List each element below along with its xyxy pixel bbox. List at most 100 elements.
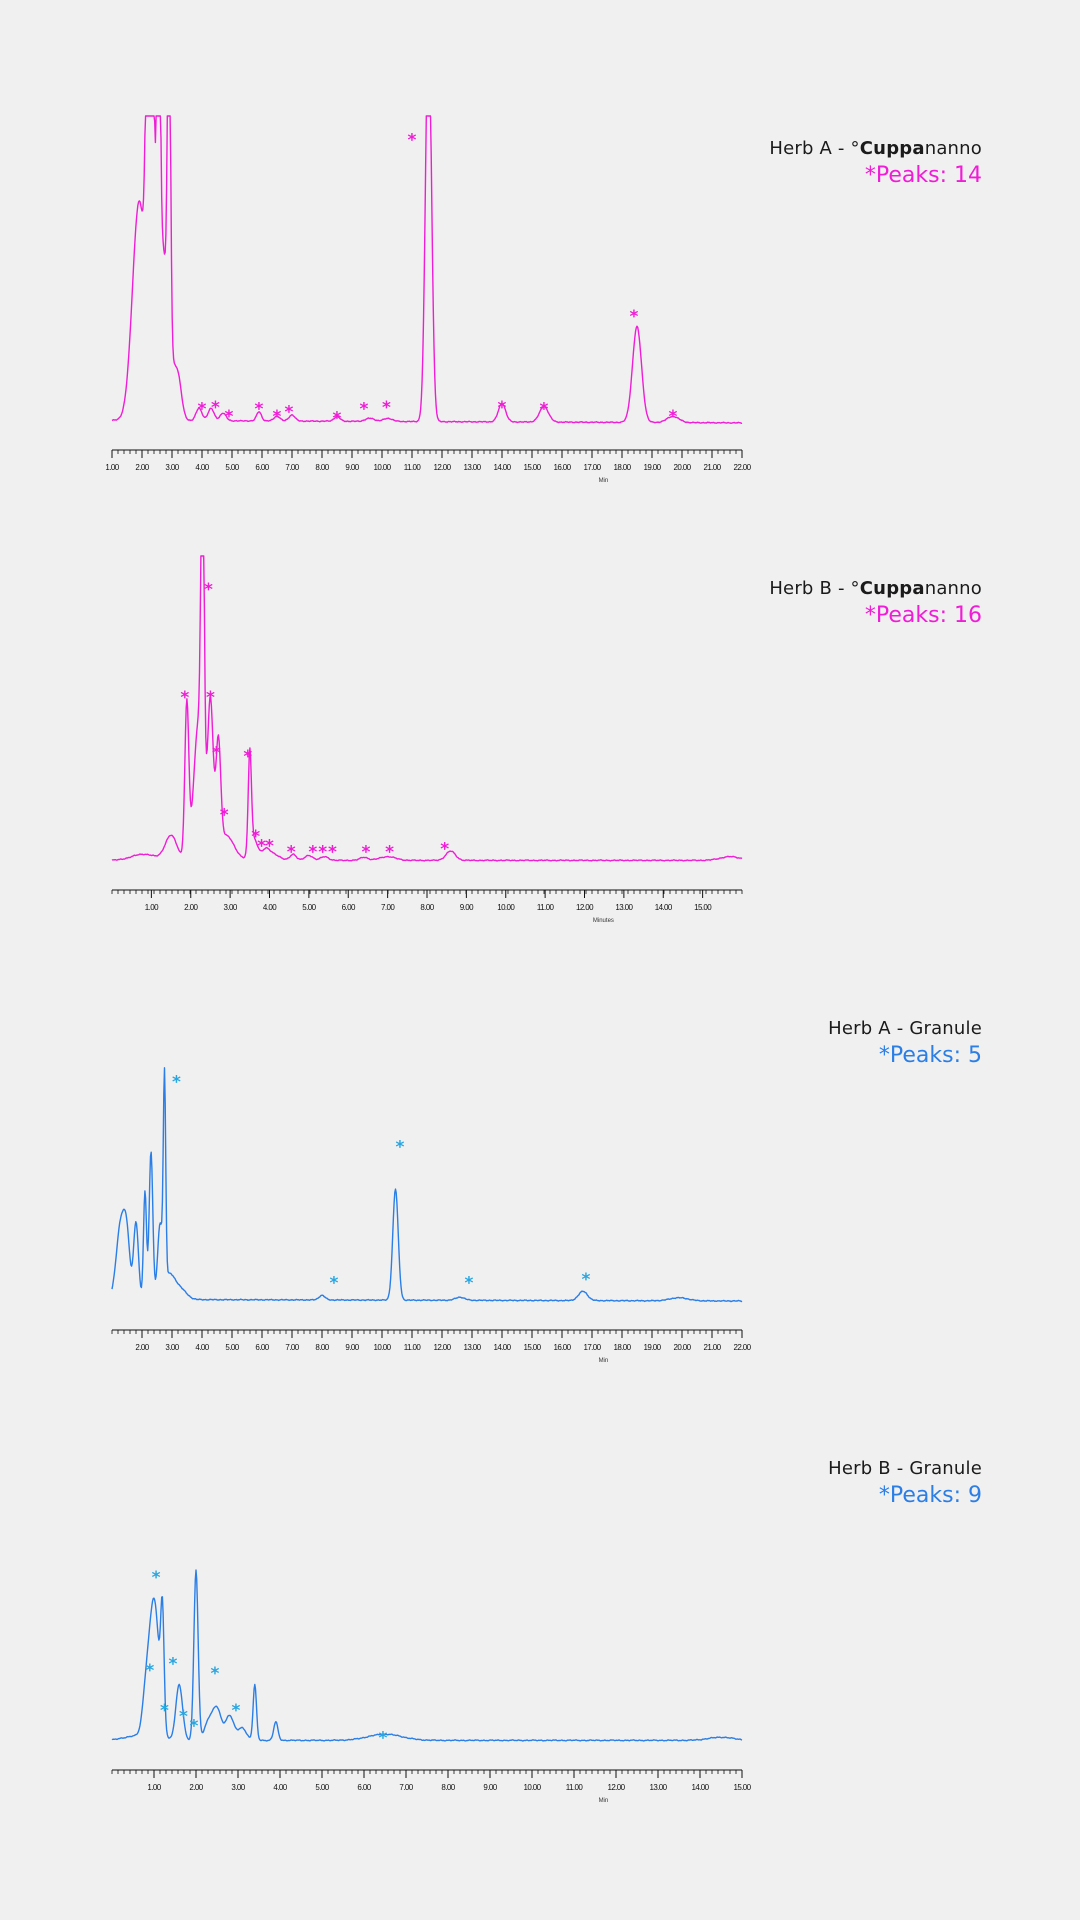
signal-trace	[111, 115, 743, 424]
x-tick-label: 22.00	[733, 1343, 751, 1352]
chart-title: Herb B - Granule	[828, 1458, 982, 1479]
x-tick-label: 10.00	[497, 903, 515, 912]
x-tick-label: 14.00	[493, 463, 511, 472]
x-tick-label: 8.00	[441, 1783, 455, 1792]
x-tick-label: 14.00	[655, 903, 673, 912]
x-tick-label: 21.00	[703, 463, 721, 472]
chart-panel-herb-b-cuppa: * * * * * * * * * * * * * * * * 1.00 2.00 3.00 4.00 5.00 6.00…	[0, 540, 1080, 980]
x-tick-label: 13.00	[463, 463, 481, 472]
peak-marker: *	[498, 398, 507, 418]
chart-title: Herb A - Granule	[828, 1018, 982, 1039]
peak-marker: *	[630, 307, 639, 327]
title-prefix: Herb B - °	[769, 578, 860, 599]
peak-marker: *	[669, 407, 678, 427]
chart-title: Herb A - °Cuppananno	[769, 138, 982, 159]
peak-marker: *	[273, 407, 282, 427]
x-tick-label: 13.00	[615, 903, 633, 912]
peak-marker: *	[318, 843, 327, 863]
peak-marker: *	[160, 1701, 169, 1721]
x-tick-label: 3.00	[231, 1783, 245, 1792]
x-tick-label: 10.00	[373, 1343, 391, 1352]
x-tick-label: 15.00	[694, 903, 712, 912]
x-tick-label: 6.00	[342, 903, 356, 912]
peaks-count: *Peaks: 16	[864, 603, 982, 628]
peak-marker: *	[231, 1701, 240, 1721]
peak-marker: *	[328, 843, 337, 863]
x-tick-label: 9.00	[345, 463, 359, 472]
signal-trace	[111, 555, 743, 862]
signal-trace	[111, 1569, 743, 1742]
peak-marker: *	[220, 805, 229, 825]
peak-marker: *	[333, 409, 342, 429]
x-tick-label: 17.00	[583, 1343, 601, 1352]
x-tick-label: 12.00	[433, 463, 451, 472]
peak-marker: *	[255, 399, 264, 419]
chromatogram-herb-a-granule: * * * * * 2.00 3.00 4.00 5.00 6.00 7.00 8.00 9.00 10.…	[111, 1067, 752, 1364]
x-tick-label: 2.00	[135, 1343, 149, 1352]
peak-marker: *	[285, 403, 294, 423]
x-tick-label: 11.00	[566, 1783, 584, 1792]
x-tick-label: 5.00	[315, 1783, 329, 1792]
chart-panel-herb-b-granule: * * * * * * * * * 1.00 2.00 3.00 4.00 5.00 6.00 7.00 8.0…	[0, 1420, 1080, 1860]
x-tick-label: 7.00	[399, 1783, 413, 1792]
x-tick-label: 19.00	[643, 463, 661, 472]
x-tick-label: 5.00	[225, 1343, 239, 1352]
peak-marker: *	[168, 1655, 177, 1675]
x-tick-label: 3.00	[165, 463, 179, 472]
x-tick-label: 12.00	[607, 1783, 625, 1792]
legend-herb-b-granule: Herb B - Granule *Peaks: 9	[828, 1458, 982, 1508]
x-tick-label: 12.00	[433, 1343, 451, 1352]
x-tick-label: 14.00	[691, 1783, 709, 1792]
peak-marker: *	[382, 398, 391, 418]
peaks-count: *Peaks: 14	[864, 163, 982, 188]
peak-marker: *	[180, 688, 189, 708]
x-tick-label: 16.00	[553, 1343, 571, 1352]
peak-marker: *	[179, 1707, 188, 1727]
x-tick-label: 2.00	[135, 463, 149, 472]
peak-marker: *	[308, 843, 317, 863]
title-bold: Cuppa	[859, 138, 925, 159]
x-tick-label: 11.00	[404, 1343, 422, 1352]
x-tick-label: 20.00	[673, 463, 691, 472]
peak-marker: *	[225, 407, 234, 427]
x-tick-label: 18.00	[613, 1343, 631, 1352]
x-tick-label: 7.00	[285, 463, 299, 472]
x-tick-label: 14.00	[493, 1343, 511, 1352]
peak-marker: *	[287, 843, 296, 863]
x-tick-label: 15.00	[523, 463, 541, 472]
x-tick-label: 15.00	[733, 1783, 751, 1792]
x-tick-label: 5.00	[302, 903, 316, 912]
x-tick-label: 4.00	[195, 1343, 209, 1352]
x-tick-label: 3.00	[224, 903, 238, 912]
x-tick-label: 1.00	[105, 463, 119, 472]
peak-marker: *	[211, 398, 220, 418]
chart-panel-herb-a-granule: * * * * * 2.00 3.00 4.00 5.00 6.00 7.00 8.00 9.00 10.…	[0, 980, 1080, 1420]
x-tick-label: 17.00	[583, 463, 601, 472]
x-axis-title: Minutes	[593, 918, 614, 924]
x-tick-label: 8.00	[420, 903, 434, 912]
x-axis-title: Min	[599, 1798, 609, 1804]
peak-marker: *	[360, 399, 369, 419]
x-tick-label: 3.00	[165, 1343, 179, 1352]
peak-marker: *	[330, 1273, 339, 1293]
x-tick-label: 12.00	[576, 903, 594, 912]
peak-marker: *	[582, 1270, 591, 1290]
peaks-count: *Peaks: 9	[878, 1483, 982, 1508]
x-tick-label: 1.00	[147, 1783, 161, 1792]
x-tick-label: 4.00	[263, 903, 277, 912]
peak-marker: *	[152, 1568, 161, 1588]
x-tick-label: 16.00	[553, 463, 571, 472]
x-tick-label: 9.00	[483, 1783, 497, 1792]
peak-marker: *	[408, 131, 417, 151]
chromatogram-herb-a-cuppa: * * * * * * * * *** ***1.00 2.00 3.00 4.00 5.00 6.00 7.…	[105, 115, 752, 484]
peak-marker: *	[145, 1661, 154, 1681]
x-tick-label: 6.00	[255, 1343, 269, 1352]
x-tick-label: 9.00	[345, 1343, 359, 1352]
x-tick-label: 5.00	[225, 463, 239, 472]
peak-marker: *	[265, 836, 274, 856]
x-tick-label: 20.00	[673, 1343, 691, 1352]
peak-marker: *	[206, 688, 215, 708]
x-tick-label: 13.00	[463, 1343, 481, 1352]
x-axis-title: Min	[599, 478, 609, 484]
x-tick-label: 19.00	[643, 1343, 661, 1352]
